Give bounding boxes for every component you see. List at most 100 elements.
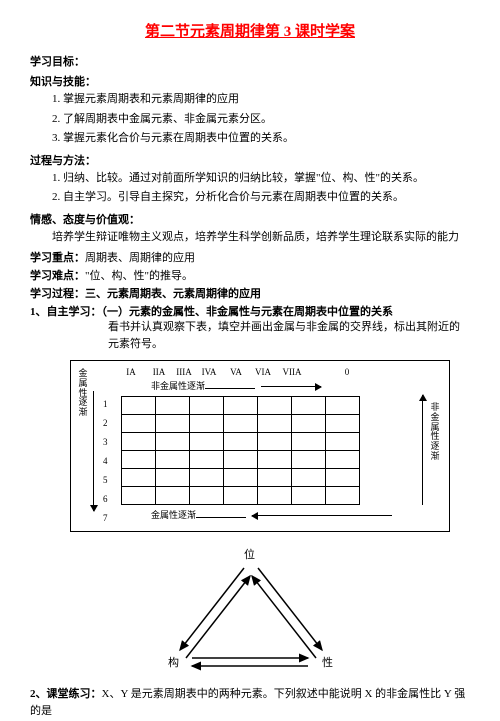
periodic-chart: 金属性逐渐 IAIIAIIIAIVAVAVIAVIIA0 非金属性逐渐 1234… [70,360,450,532]
exercise-line: 2、课堂练习：X、Y 是元素周期表中的两种元素。下列叙述中能说明 X 的非金属性… [30,686,470,721]
proc-line: 学习过程：三、元素周期表、元素周期律的应用 [30,285,470,301]
triangle-top-label: 位 [244,546,255,562]
arrow-down-icon [93,391,94,511]
period-number: 7 [103,509,108,528]
proc-text: 三、元素周期表、元素周期律的应用 [85,288,261,300]
top-trend-text: 非金属性逐渐 [151,381,205,391]
grid-cell [326,450,360,468]
left-vertical-text: 金属性逐渐 [77,369,89,418]
arrow-right-icon [261,386,321,387]
triangle-left-label: 构 [168,654,179,670]
grid-cell [122,414,156,432]
group-header: IVA [195,367,223,377]
period-number: 2 [103,414,108,433]
process-item-1: 1. 归纳、比较。通过对前面所学知识的归纳比较，掌握"位、构、性"的关系。 [30,170,470,188]
knowledge-item-1: 1. 掌握元素周期表和元素周期律的应用 [30,91,470,109]
grid-cell [190,414,224,432]
group-header: IA [117,367,145,377]
grid-cell [292,432,326,450]
grid-cell [224,432,258,450]
proc-label: 学习过程： [30,288,85,300]
exercise-label: 2、课堂练习： [30,688,102,700]
period-numbers: 1234567 [103,395,108,528]
process-item-2: 2. 自主学习。引导自主探究，分析化合价与元素在周期表中位置的关系。 [30,189,470,207]
grid-cell [292,396,326,414]
grid-cell [326,468,360,486]
period-number: 1 [103,395,108,414]
period-number: 5 [103,471,108,490]
period-number: 4 [103,452,108,471]
section-knowledge: 知识与技能： [30,73,470,89]
grid-cell [292,486,326,504]
triangle-right-label: 性 [322,654,333,670]
section-process: 过程与方法： [30,152,470,168]
section-goal: 学习目标： [30,53,470,69]
grid-cell [122,432,156,450]
grid-cell [156,486,190,504]
grid-cell [190,432,224,450]
diff-line: 学习难点："位、构、性"的推导。 [30,267,470,283]
grid-cell [258,432,292,450]
group-header: IIA [145,367,173,377]
grid-cell [156,396,190,414]
grid-cell [326,432,360,450]
knowledge-item-2: 2. 了解周期表中金属元素、非金属元素分区。 [30,111,470,129]
self1-label: 1、自主学习： [30,306,102,318]
self-study-line: 1、自主学习：（一）元素的金属性、非金属性与元素在周期表中位置的关系 [30,303,470,319]
arrow-up-icon [422,395,423,505]
grid-cell [224,486,258,504]
grid-cell [156,414,190,432]
knowledge-item-3: 3. 掌握元素化合价与元素在周期表中位置的关系。 [30,130,470,148]
grid-cell [258,414,292,432]
grid-cell [326,414,360,432]
grid-cell [156,450,190,468]
blank-line [196,508,246,518]
emotion-item: 培养学生辩证唯物主义观点，培养学生科学创新品质，培养学生理论联系实际的能力 [30,229,470,247]
focus-label: 学习重点： [30,252,85,264]
top-trend-label: 非金属性逐渐 [151,379,441,392]
grid-cell [190,450,224,468]
group-header: VIIA [277,367,307,377]
grid-cell [190,486,224,504]
grid-cell [224,450,258,468]
grid-cell [326,486,360,504]
focus-text: 周期表、周期律的应用 [85,252,195,264]
document-title: 第二节元素周期律第 3 课时学案 [30,20,470,41]
self1-text: （一）元素的金属性、非金属性与元素在周期表中位置的关系 [102,306,394,318]
grid-cell [122,486,156,504]
group-headers: IAIIAIIIAIVAVAVIAVIIA0 [117,367,441,377]
grid-cell [224,414,258,432]
triangle-diagram: 位 构 性 [140,546,360,676]
grid-cell [326,396,360,414]
arrow-left-icon [252,515,392,516]
diff-label: 学习难点： [30,270,85,282]
grid-cell [156,468,190,486]
group-header: IIIA [173,367,195,377]
grid-cell [224,468,258,486]
grid-cell [258,486,292,504]
group-header: 0 [307,367,387,377]
grid-cell [258,450,292,468]
grid-cell [258,468,292,486]
grid-cell [190,396,224,414]
group-header: VIA [249,367,277,377]
element-grid [121,396,360,505]
grid-cell [122,396,156,414]
period-number: 3 [103,433,108,452]
blank-line [205,379,255,389]
period-number: 6 [103,490,108,509]
group-header: VA [223,367,249,377]
grid-cell [156,432,190,450]
focus-line: 学习重点：周期表、周期律的应用 [30,249,470,265]
grid-cell [292,414,326,432]
bottom-trend-text: 金属性逐渐 [151,510,196,520]
right-vertical-text: 非金属性逐渐 [429,403,441,462]
grid-cell [292,468,326,486]
grid-cell [258,396,292,414]
self1-sub: 看书并认真观察下表，填空并画出金属与非金属的交界线，标出其附近的元素符号。 [30,319,470,354]
section-emotion: 情感、态度与价值观： [30,211,470,227]
bottom-trend-label: 金属性逐渐 [151,508,441,521]
grid-cell [122,450,156,468]
grid-cell [292,450,326,468]
grid-cell [190,468,224,486]
